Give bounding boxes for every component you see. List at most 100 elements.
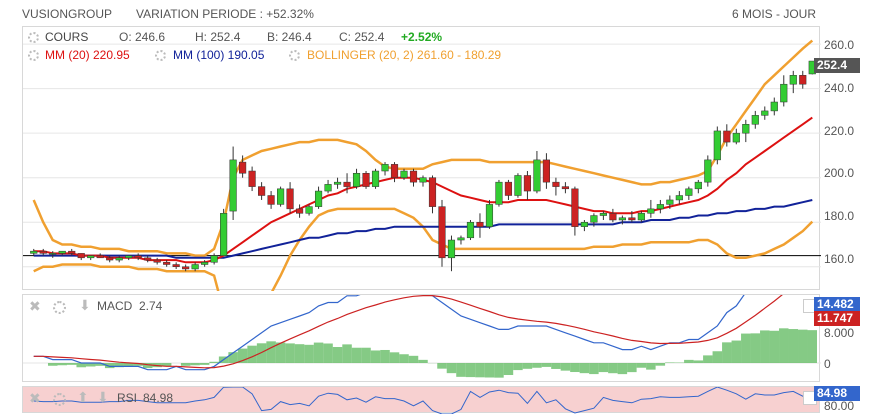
macd-histogram-bar: [485, 363, 494, 377]
candle-body: [163, 262, 170, 264]
candle-body: [477, 222, 484, 226]
candle-body: [173, 265, 180, 267]
candle-body: [30, 251, 37, 253]
macd-histogram-bar: [589, 363, 598, 374]
candle-body: [553, 182, 560, 186]
macd-gear-icon[interactable]: [53, 301, 66, 314]
macd-histogram-bar: [627, 363, 636, 372]
open-value: O: 246.6: [119, 30, 165, 44]
candle-body: [619, 218, 626, 220]
macd-histogram-bar: [48, 363, 57, 366]
period-selector[interactable]: 6 MOIS - JOUR: [732, 7, 816, 21]
candle-body: [277, 189, 284, 205]
candle-body: [752, 115, 759, 124]
macd-histogram-bar: [732, 341, 741, 363]
macd-histogram-bar: [694, 360, 703, 363]
macd-histogram-bar: [580, 363, 589, 373]
close-icon[interactable]: ✖: [29, 390, 41, 407]
macd-histogram-bar: [209, 362, 218, 363]
candle-body: [372, 171, 379, 187]
macd-histogram-bar: [770, 331, 779, 363]
close-icon[interactable]: ✖: [29, 298, 41, 315]
candle-body: [154, 260, 161, 262]
macd-histogram-bar: [371, 350, 380, 363]
macd-histogram-bar: [684, 360, 693, 363]
cours-gear-icon[interactable]: [28, 32, 39, 43]
macd-histogram-bar: [789, 329, 798, 363]
mm20-gear-icon[interactable]: [28, 50, 39, 61]
macd-histogram-bar: [361, 348, 370, 363]
candle-body: [458, 238, 465, 240]
macd-histogram-bar: [276, 342, 285, 363]
macd-histogram-bar: [418, 360, 427, 363]
bollinger-label: BOLLINGER (20, 2) 261.60 - 180.29: [307, 48, 501, 62]
candle-body: [420, 178, 427, 182]
macd-histogram-bar: [608, 363, 617, 373]
candle-body: [249, 171, 256, 187]
macd-histogram-bar: [798, 330, 807, 363]
rsi-gear-icon[interactable]: [53, 393, 66, 406]
candle-body: [714, 131, 721, 160]
candle-body: [211, 256, 218, 263]
macd-histogram-bar: [266, 341, 275, 363]
mm100-gear-icon[interactable]: [155, 50, 166, 61]
macd-line-tag: 14.482: [814, 297, 860, 312]
macd-histogram-bar: [570, 363, 579, 372]
macd-histogram-bar: [304, 345, 313, 363]
price-panel: COURS O: 246.6 H: 252.4 B: 246.4 C: 252.…: [22, 26, 820, 290]
macd-histogram-bar: [228, 352, 237, 363]
macd-histogram-bar: [409, 356, 418, 363]
macd-histogram-bar: [779, 328, 788, 363]
macd-histogram-bar: [808, 330, 817, 363]
macd-histogram-bar: [494, 363, 503, 378]
macd-histogram-bar: [323, 343, 332, 363]
candle-body: [515, 175, 522, 195]
rsi-tick-label: 80.00: [824, 399, 876, 413]
close-value: C: 252.4: [339, 30, 384, 44]
candle-body: [49, 253, 56, 254]
macd-histogram-bar: [760, 330, 769, 363]
candle-body: [315, 191, 322, 207]
candle-body: [306, 207, 313, 214]
candle-body: [125, 256, 132, 258]
macd-histogram-bar: [437, 363, 446, 369]
candle-body: [325, 184, 332, 191]
candle-body: [68, 251, 75, 253]
rsi-label: RSI: [117, 391, 137, 405]
candle-body: [106, 258, 113, 260]
candle-body: [657, 204, 664, 208]
candle-body: [334, 182, 341, 184]
candle-body: [144, 258, 151, 260]
bollinger-gear-icon[interactable]: [289, 50, 300, 61]
candle-body: [799, 75, 806, 84]
macd-tick-label: 0: [824, 357, 876, 371]
price-tick-label: 160.0: [824, 252, 876, 266]
indicator-legend-row: MM (20) 220.95 MM (100) 190.05 BOLLINGER…: [23, 48, 583, 64]
candle-body: [572, 189, 579, 227]
candle-body: [258, 187, 265, 196]
price-tick-label: 240.0: [824, 81, 876, 95]
candle-body: [239, 162, 246, 173]
price-tick-label: 260.0: [824, 38, 876, 52]
last-price-tag: 252.4: [814, 58, 860, 73]
candle-body: [135, 256, 142, 258]
candle-body: [182, 267, 189, 269]
macd-histogram-bar: [599, 363, 608, 372]
arrow-up-icon[interactable]: ⬆: [77, 389, 89, 406]
candle-body: [695, 182, 702, 189]
macd-histogram-bar: [523, 363, 532, 369]
macd-histogram-bar: [618, 363, 627, 374]
cours-label: COURS: [45, 30, 88, 44]
candle-body: [534, 160, 541, 191]
candle-body: [790, 75, 797, 84]
arrow-down-icon[interactable]: ⬇: [79, 297, 91, 314]
candle-body: [192, 265, 199, 269]
candle-body: [382, 164, 389, 171]
candle-body: [268, 196, 275, 205]
candle-body: [780, 84, 787, 102]
candle-body: [581, 222, 588, 226]
macd-histogram-bar: [67, 363, 76, 365]
arrow-down-icon[interactable]: ⬇: [97, 389, 109, 406]
chart-header: VUSIONGROUP VARIATION PERIODE : +52.32% …: [0, 0, 876, 26]
macd-histogram-bar: [504, 363, 513, 375]
